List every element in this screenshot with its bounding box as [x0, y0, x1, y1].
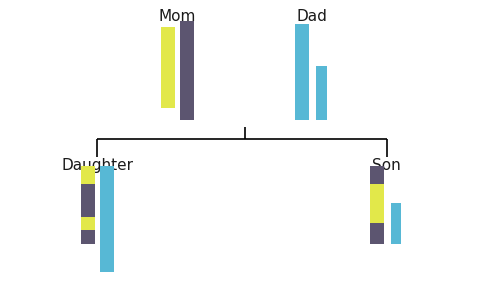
Bar	[81, 217, 95, 230]
Bar	[370, 223, 384, 244]
Bar	[161, 27, 175, 108]
Bar	[81, 230, 95, 244]
Text: Daughter: Daughter	[61, 158, 133, 173]
Bar	[370, 184, 384, 223]
Text: Son: Son	[372, 158, 401, 173]
Text: Dad: Dad	[296, 9, 327, 24]
Bar	[391, 203, 401, 244]
Bar	[180, 21, 194, 120]
Bar	[316, 66, 326, 120]
Text: Mom: Mom	[159, 9, 196, 24]
Bar	[81, 166, 95, 184]
Bar	[370, 166, 384, 184]
Bar	[100, 166, 114, 272]
Bar	[295, 24, 309, 120]
Bar	[81, 184, 95, 217]
